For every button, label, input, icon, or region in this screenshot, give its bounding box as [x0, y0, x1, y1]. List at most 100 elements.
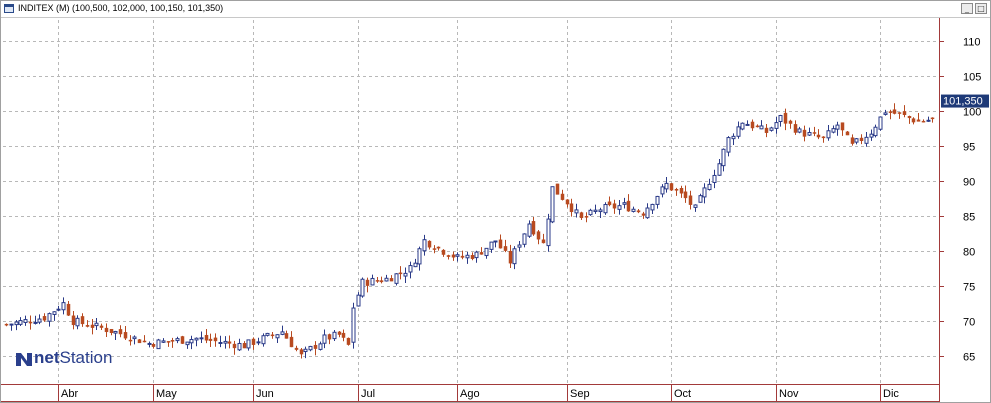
- candle-down: [565, 199, 570, 208]
- candle-down: [755, 124, 760, 128]
- candle-body: [531, 221, 536, 235]
- candle-body: [888, 111, 893, 113]
- candle-body: [422, 239, 427, 252]
- candle-up: [854, 138, 859, 145]
- candle-body: [71, 315, 76, 326]
- candle-body: [926, 119, 931, 122]
- candle-body: [337, 331, 342, 335]
- candle-up: [731, 133, 736, 145]
- candle-up: [631, 206, 636, 213]
- candle-up: [246, 339, 251, 351]
- candle-body: [503, 246, 508, 251]
- candle-down: [793, 120, 798, 135]
- candle-up: [9, 323, 14, 331]
- candle-down: [788, 119, 793, 129]
- candle-body: [218, 342, 223, 345]
- candle-body: [807, 132, 812, 136]
- candle-down: [897, 112, 902, 119]
- x-tick-label: Nov: [779, 388, 799, 400]
- candle-body: [142, 340, 147, 343]
- candle-body: [688, 195, 693, 205]
- candle-body: [612, 203, 617, 209]
- candle-up: [664, 177, 669, 193]
- last-price-badge-bg: [941, 94, 989, 108]
- candle-up: [489, 241, 494, 253]
- candle-body: [522, 233, 527, 245]
- candle-up: [417, 246, 422, 271]
- candle-body: [223, 340, 228, 344]
- candle-down: [764, 124, 769, 138]
- candle-down: [446, 254, 451, 260]
- candle-body: [427, 240, 432, 248]
- candle-up: [873, 124, 878, 138]
- candle-up: [113, 330, 118, 341]
- candle-down: [365, 277, 370, 293]
- candle-body: [579, 212, 584, 219]
- candle-up: [603, 202, 608, 215]
- y-tick-label: 75: [963, 282, 975, 294]
- candle-body: [745, 123, 750, 126]
- price-chart[interactable]: 110 105 100 95 90 85 80 75 70 65 Abr May Jun Jul Ago S…: [1, 18, 990, 402]
- candle-body: [28, 321, 33, 324]
- candle-up: [745, 120, 750, 126]
- candle-body: [821, 136, 826, 139]
- candle-up: [265, 332, 270, 337]
- candle-body: [123, 332, 128, 339]
- candle-up: [332, 329, 337, 341]
- candle-body: [664, 182, 669, 190]
- candle-body: [712, 174, 717, 183]
- candle-down: [166, 341, 171, 347]
- y-tick-label: 95: [963, 142, 975, 154]
- candle-up: [14, 320, 19, 331]
- candle-up: [52, 311, 57, 321]
- candle-body: [864, 136, 869, 144]
- candle-body: [683, 191, 688, 199]
- title-bar[interactable]: INDITEX (M) (100,500, 102,000, 100,150, …: [1, 1, 990, 18]
- candle-body: [493, 240, 498, 243]
- candle-down: [432, 245, 437, 254]
- candle-body: [90, 324, 95, 328]
- candle-body: [835, 124, 840, 130]
- candle-body: [47, 313, 52, 322]
- candle-up: [403, 267, 408, 284]
- candle-up: [698, 193, 703, 203]
- candle-body: [308, 345, 313, 351]
- candle-up: [522, 233, 527, 248]
- candle-down: [911, 117, 916, 125]
- minimize-button[interactable]: _: [961, 3, 973, 14]
- candle-body: [816, 134, 821, 138]
- candle-down: [816, 129, 821, 140]
- candle-body: [408, 265, 413, 273]
- candle-body: [256, 341, 261, 344]
- candle-body: [56, 308, 61, 311]
- candle-body: [607, 201, 612, 206]
- candle-body: [617, 205, 622, 210]
- y-tick-label: 110: [963, 37, 981, 49]
- y-tick-label: 65: [963, 352, 975, 364]
- candle-up: [303, 346, 308, 359]
- candle-down: [251, 337, 256, 350]
- candle-up: [660, 184, 665, 198]
- candle-body: [327, 334, 332, 340]
- candle-down: [750, 119, 755, 131]
- candle-body: [14, 321, 19, 326]
- candle-body: [731, 135, 736, 140]
- maximize-button[interactable]: □: [975, 3, 987, 14]
- candle-body: [626, 200, 631, 212]
- candle-down: [294, 345, 299, 352]
- candle-body: [550, 186, 555, 223]
- candle-body: [869, 133, 874, 138]
- candle-up: [23, 315, 28, 326]
- candle-up: [588, 208, 593, 216]
- candle-body: [883, 112, 888, 115]
- logo-text-net: net: [34, 348, 60, 367]
- candle-down: [80, 313, 85, 327]
- candle-down: [569, 198, 574, 217]
- candle-body: [52, 311, 57, 315]
- candle-down: [845, 130, 850, 136]
- candle-up: [878, 116, 883, 131]
- candle-up: [835, 121, 840, 136]
- candle-body: [189, 338, 194, 344]
- candle-body: [451, 254, 456, 258]
- candle-down: [341, 329, 346, 342]
